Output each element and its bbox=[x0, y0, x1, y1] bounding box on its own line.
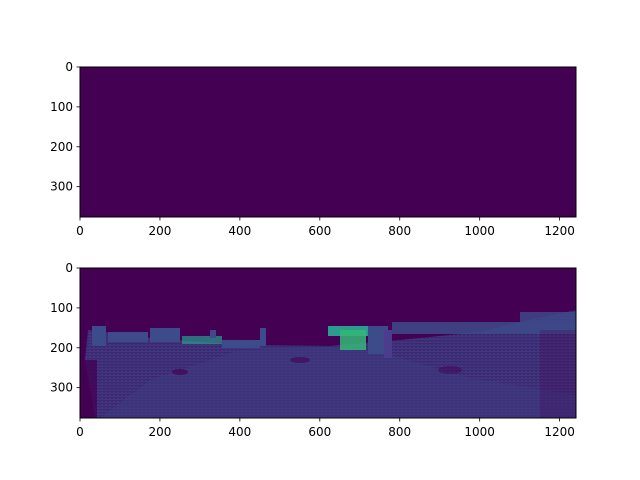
bottom-subplot: 0 200 400 600 800 1000 1200 0 100 200 300 bbox=[50, 261, 577, 439]
bottom-x-tick-label: 600 bbox=[308, 425, 331, 439]
bottom-x-tick-label: 800 bbox=[388, 425, 411, 439]
bottom-x-tick-label: 400 bbox=[228, 425, 251, 439]
bottom-y-tick-label: 100 bbox=[50, 301, 73, 315]
bottom-x-tick-label: 1200 bbox=[544, 425, 575, 439]
bottom-x-tick-label: 0 bbox=[76, 425, 84, 439]
top-y-tick-label: 100 bbox=[50, 100, 73, 114]
top-y-tick-label: 200 bbox=[50, 140, 73, 154]
bottom-x-tick-label: 200 bbox=[148, 425, 171, 439]
bottom-x-tick-label: 1000 bbox=[464, 425, 495, 439]
top-x-tick-label: 400 bbox=[228, 224, 251, 238]
road-surface bbox=[100, 347, 576, 418]
top-depth-image bbox=[80, 67, 576, 217]
top-x-tick-label: 200 bbox=[148, 224, 171, 238]
bottom-depth-image bbox=[80, 268, 576, 418]
top-x-tick-label: 800 bbox=[388, 224, 411, 238]
bottom-x-ticks: 0 200 400 600 800 1000 1200 bbox=[76, 418, 575, 439]
dark-holes bbox=[85, 330, 576, 418]
bottom-y-tick-label: 300 bbox=[50, 381, 73, 395]
top-x-tick-label: 1200 bbox=[544, 224, 575, 238]
bottom-y-tick-label: 0 bbox=[65, 261, 73, 275]
top-subplot: 0 200 400 600 800 1000 1200 0 100 200 300 bbox=[50, 60, 577, 238]
top-x-ticks: 0 200 400 600 800 1000 1200 bbox=[76, 217, 575, 238]
top-x-tick-label: 0 bbox=[76, 224, 84, 238]
central-bright-object bbox=[328, 326, 392, 358]
top-y-ticks: 0 100 200 300 bbox=[50, 60, 80, 194]
left-structures bbox=[92, 326, 266, 348]
bottom-axes-frame bbox=[79, 267, 577, 419]
top-y-tick-label: 0 bbox=[65, 60, 73, 74]
bottom-y-tick-label: 200 bbox=[50, 341, 73, 355]
right-structures bbox=[392, 312, 576, 334]
top-x-tick-label: 600 bbox=[308, 224, 331, 238]
top-axes-frame bbox=[79, 66, 577, 218]
top-y-tick-label: 300 bbox=[50, 180, 73, 194]
top-x-tick-label: 1000 bbox=[464, 224, 495, 238]
bottom-y-ticks: 0 100 200 300 bbox=[50, 261, 80, 395]
